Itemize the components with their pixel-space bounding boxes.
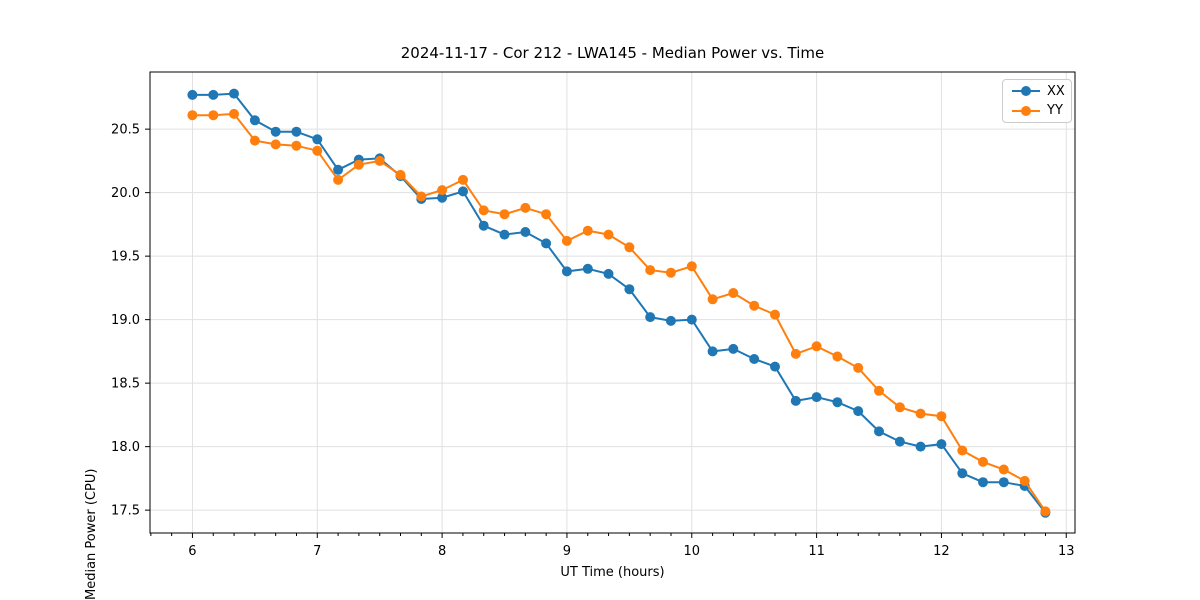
svg-text:19.0: 19.0 (111, 313, 140, 328)
svg-text:19.5: 19.5 (111, 250, 140, 265)
y-tick-labels: 17.5 18.0 18.5 19.0 19.5 20.0 20.5 (111, 123, 140, 519)
x-tick-labels: 6 7 8 9 10 11 12 13 (188, 544, 1074, 559)
svg-text:18.0: 18.0 (111, 440, 140, 455)
series-yy-line (192, 112, 1047, 512)
series-yy-markers (187, 108, 1051, 517)
svg-text:10: 10 (683, 544, 700, 559)
gridlines (150, 72, 1075, 533)
x-axis-label: UT Time (hours) (560, 565, 665, 580)
axis-ticks (145, 128, 1067, 538)
svg-text:12: 12 (933, 544, 950, 559)
svg-text:13: 13 (1058, 544, 1075, 559)
svg-text:6: 6 (188, 544, 196, 559)
legend: XX YY (1002, 79, 1072, 123)
svg-text:17.5: 17.5 (111, 504, 140, 519)
chart-title: 2024-11-17 - Cor 212 - LWA145 - Median P… (400, 44, 825, 62)
series-xx-swatch-icon (1012, 86, 1040, 97)
legend-item-yy: YY (1003, 102, 1071, 120)
svg-text:9: 9 (563, 544, 571, 559)
legend-label-yy: YY (1047, 103, 1063, 119)
legend-label-xx: XX (1047, 83, 1065, 99)
svg-text:7: 7 (313, 544, 321, 559)
svg-text:18.5: 18.5 (111, 377, 140, 392)
svg-text:8: 8 (438, 544, 446, 559)
series-yy-swatch-icon (1012, 105, 1040, 116)
svg-text:11: 11 (808, 544, 825, 559)
y-axis-label: Median Power (CPU) (84, 468, 99, 600)
svg-text:20.5: 20.5 (111, 123, 140, 138)
plot-border (149, 71, 1076, 534)
legend-item-xx: XX (1003, 82, 1071, 100)
svg-text:20.0: 20.0 (111, 186, 140, 201)
